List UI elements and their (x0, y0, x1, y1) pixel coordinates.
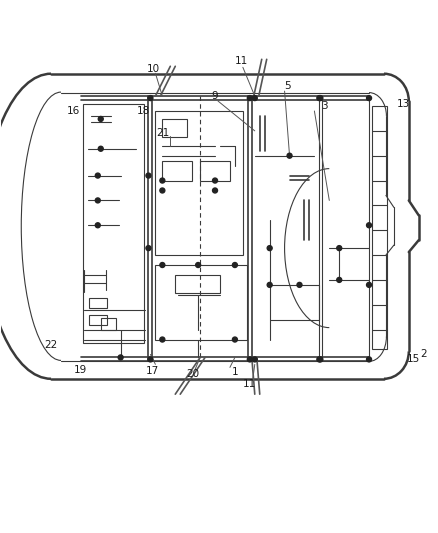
Circle shape (95, 223, 100, 228)
Circle shape (148, 357, 153, 362)
Bar (162, 119, 187, 137)
Bar (83, 104, 145, 343)
Text: 16: 16 (67, 106, 81, 116)
Text: 11: 11 (243, 379, 256, 389)
Text: 3: 3 (321, 101, 328, 111)
Text: 22: 22 (44, 340, 58, 350)
Text: 17: 17 (146, 366, 159, 376)
Circle shape (148, 95, 153, 101)
Circle shape (98, 146, 103, 151)
Circle shape (247, 357, 252, 362)
Circle shape (160, 263, 165, 268)
Circle shape (318, 357, 323, 362)
Circle shape (98, 116, 103, 122)
Bar (155, 111, 243, 255)
Text: 2: 2 (420, 350, 427, 359)
Bar (175, 275, 220, 293)
Circle shape (233, 263, 237, 268)
Circle shape (318, 95, 323, 101)
Circle shape (160, 178, 165, 183)
Text: 1: 1 (232, 367, 238, 377)
Circle shape (337, 246, 342, 251)
Circle shape (212, 188, 218, 193)
Bar (155, 265, 247, 340)
Circle shape (367, 357, 371, 362)
Text: 20: 20 (187, 369, 200, 379)
Text: 11: 11 (235, 56, 248, 66)
Circle shape (267, 282, 272, 287)
Circle shape (367, 95, 371, 101)
Text: 19: 19 (74, 365, 88, 375)
Circle shape (160, 337, 165, 342)
Circle shape (297, 282, 302, 287)
Bar (162, 160, 192, 181)
Text: 18: 18 (137, 106, 150, 116)
Text: 9: 9 (212, 91, 218, 101)
Circle shape (160, 188, 165, 193)
Bar (89, 314, 107, 325)
Text: 21: 21 (157, 128, 170, 138)
Circle shape (337, 278, 342, 282)
Circle shape (252, 357, 257, 362)
Circle shape (212, 178, 218, 183)
Circle shape (317, 95, 322, 101)
Bar (200, 160, 230, 181)
Circle shape (118, 355, 123, 360)
Circle shape (267, 246, 272, 251)
Circle shape (247, 95, 252, 101)
Bar (89, 298, 107, 308)
Circle shape (252, 95, 257, 101)
Circle shape (367, 282, 371, 287)
Circle shape (95, 198, 100, 203)
Text: 5: 5 (284, 81, 291, 91)
Circle shape (317, 357, 322, 362)
Circle shape (95, 173, 100, 178)
Circle shape (146, 173, 151, 178)
Bar (101, 318, 116, 329)
Bar (372, 106, 387, 350)
Circle shape (287, 153, 292, 158)
Circle shape (233, 337, 237, 342)
Circle shape (367, 223, 371, 228)
Text: 10: 10 (147, 64, 160, 74)
Circle shape (196, 263, 201, 268)
Circle shape (146, 246, 151, 251)
Text: 15: 15 (407, 354, 420, 365)
Text: 13: 13 (397, 99, 410, 109)
